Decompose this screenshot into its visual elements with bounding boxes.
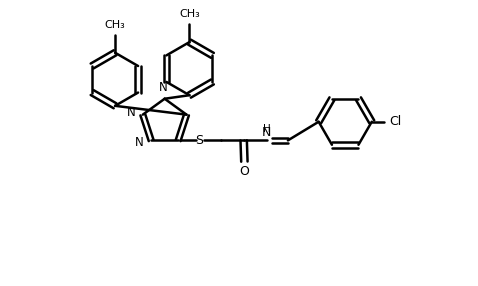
Text: CH₃: CH₃: [179, 9, 200, 19]
Text: N: N: [135, 136, 144, 149]
Text: N: N: [159, 82, 167, 94]
Text: Cl: Cl: [390, 115, 402, 128]
Text: N: N: [127, 106, 136, 119]
Text: N: N: [262, 126, 272, 139]
Text: S: S: [196, 134, 204, 147]
Text: H: H: [263, 124, 271, 134]
Text: O: O: [239, 165, 250, 178]
Text: CH₃: CH₃: [105, 20, 125, 30]
